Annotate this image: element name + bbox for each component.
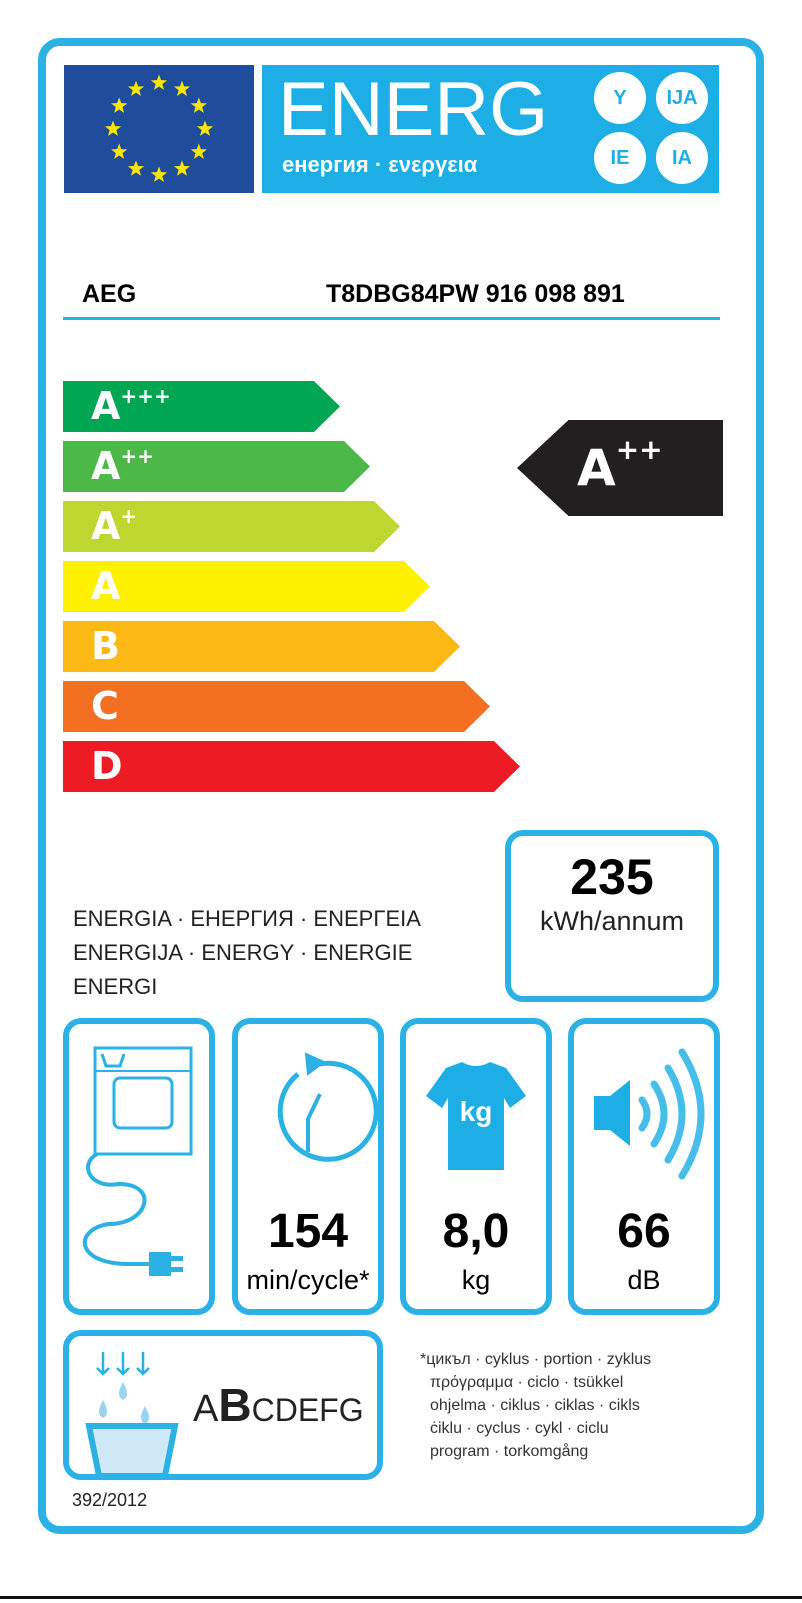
energy-lang-line: ENERGIA · ЕНЕРГИЯ · ΕΝΕΡΓΕΙΑ bbox=[73, 906, 421, 931]
scale-plus: + bbox=[120, 504, 138, 528]
eu-star bbox=[104, 120, 122, 136]
scale-arrow-4: B bbox=[63, 621, 460, 672]
energy-lang-line: ENERGI bbox=[73, 974, 158, 999]
scale-letter: A bbox=[91, 504, 121, 548]
capacity-value: 8,0 bbox=[442, 1205, 510, 1258]
scale-arrow-1: A++ bbox=[63, 441, 370, 492]
condensation-box: ABCDEFG bbox=[63, 1330, 383, 1480]
regulation-number: 392/2012 bbox=[72, 1490, 148, 1510]
consumption-value: 235 bbox=[570, 849, 654, 905]
scale-arrow-0: A+++ bbox=[63, 381, 340, 432]
eu-star bbox=[150, 74, 168, 90]
scale-letter: D bbox=[91, 744, 123, 788]
cycle-time-unit: min/cycle* bbox=[246, 1265, 370, 1295]
consumption-unit: kWh/annum bbox=[539, 906, 685, 936]
footnote-line: ċiklu · cyclus · cykl · ciclu bbox=[430, 1420, 609, 1437]
scale-arrow-2: A+ bbox=[63, 501, 400, 552]
scale-letter: A bbox=[91, 564, 121, 608]
eu-star bbox=[173, 80, 191, 97]
noise-box: 66 dB bbox=[568, 1018, 720, 1315]
clock-icon bbox=[277, 1052, 378, 1162]
eu-star bbox=[173, 160, 191, 176]
energy-lang-line: ENERGIJA · ENERGY · ENERGIE bbox=[73, 940, 413, 965]
scale-letter: A bbox=[91, 444, 121, 488]
model-identifier: T8DBG84PW 916 098 891 bbox=[326, 280, 625, 308]
class-b-highlight: B bbox=[218, 1379, 252, 1431]
noise-value: 66 bbox=[617, 1205, 671, 1258]
energy-subtitle: енергия · ενεργεια bbox=[282, 152, 478, 177]
supplier-name: AEG bbox=[82, 280, 137, 308]
cycle-time-value: 154 bbox=[267, 1205, 349, 1258]
eu-star bbox=[111, 97, 128, 113]
energy-languages: ENERGIA · ЕНЕРГИЯ · ΕΝΕΡΓΕΙΑ ENERGIJA · … bbox=[73, 902, 421, 1004]
eu-star bbox=[111, 143, 128, 159]
label-frame bbox=[38, 38, 764, 1534]
dryer-type-box bbox=[63, 1018, 215, 1315]
suffix-ie: IE bbox=[594, 132, 646, 184]
suffix-ia: IA bbox=[656, 132, 708, 184]
eu-star bbox=[127, 160, 145, 176]
eu-star bbox=[190, 143, 207, 159]
class-a: A bbox=[193, 1388, 219, 1430]
bottom-edge bbox=[0, 1596, 802, 1599]
speaker-icon bbox=[594, 1048, 705, 1180]
footnote-line: ohjelma · ciklus · ciklas · cikls bbox=[430, 1397, 640, 1414]
capacity-unit: kg bbox=[461, 1265, 491, 1295]
footnote-line: πρόγραμμα · ciclo · tsükkel bbox=[430, 1374, 624, 1391]
rating-plus: ++ bbox=[615, 433, 663, 466]
scale-arrow-5: C bbox=[63, 681, 490, 732]
rating-letter: A bbox=[577, 439, 616, 497]
footnote-line: program · torkomgång bbox=[430, 1443, 589, 1460]
scale-letter: A bbox=[91, 384, 121, 428]
scale-plus: +++ bbox=[120, 384, 171, 408]
eu-star bbox=[127, 80, 145, 97]
tshirt-icon bbox=[426, 1062, 526, 1170]
condensation-class: ABCDEFG bbox=[193, 1380, 364, 1435]
eu-star bbox=[150, 166, 168, 182]
footnote-line: *цикъл · cyklus · portion · zyklus bbox=[420, 1351, 652, 1368]
cycle-time-box: 154 min/cycle* bbox=[232, 1018, 384, 1315]
suffix-ija: IJA bbox=[656, 72, 708, 124]
condenser-dryer-icon bbox=[82, 1046, 193, 1276]
scale-letter: C bbox=[91, 684, 119, 728]
scale-letter: B bbox=[91, 624, 120, 668]
noise-unit: dB bbox=[627, 1265, 661, 1295]
cycle-footnote: *цикъл · cyklus · portion · zyklus πρόγρ… bbox=[420, 1348, 651, 1463]
condensation-icon bbox=[85, 1352, 179, 1479]
eu-flag bbox=[64, 65, 254, 193]
eu-star bbox=[196, 120, 214, 136]
scale-arrow-3: A bbox=[63, 561, 430, 612]
scale-arrow-6: D bbox=[63, 741, 520, 792]
consumption-box: 235 kWh/annum bbox=[505, 830, 719, 1002]
scale-plus: ++ bbox=[120, 444, 154, 468]
eu-star bbox=[190, 97, 207, 113]
class-rest: CDEFG bbox=[251, 1392, 364, 1428]
energy-title: ENERG bbox=[278, 67, 549, 152]
suffix-y: Y bbox=[594, 72, 646, 124]
eu-stars-icon bbox=[104, 74, 214, 182]
divider bbox=[63, 317, 720, 320]
capacity-box: kg 8,0 kg bbox=[400, 1018, 552, 1315]
tshirt-kg-label: kg bbox=[459, 1096, 493, 1127]
